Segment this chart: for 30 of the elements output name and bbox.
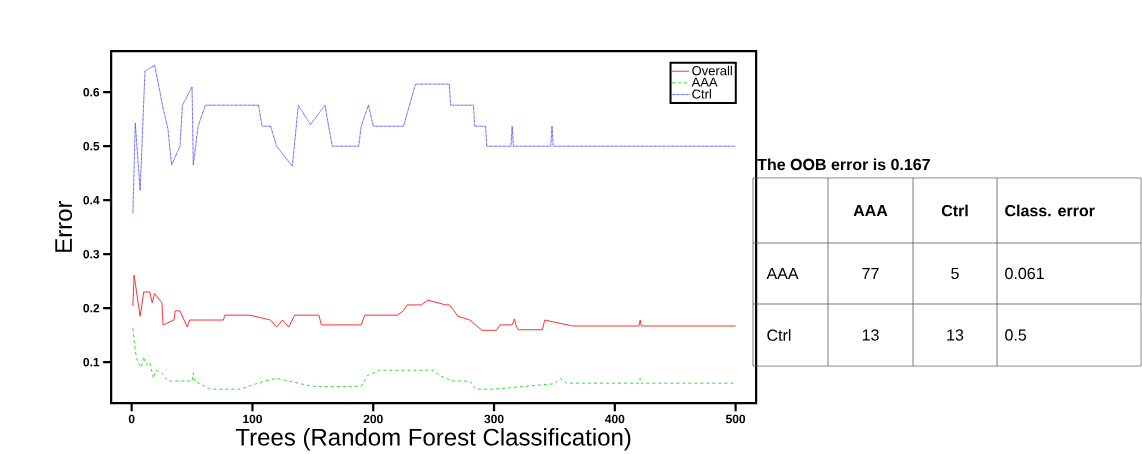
y-tick-label: 0.5	[83, 142, 100, 151]
category-label: Ctrl	[941, 204, 968, 217]
text: 13	[862, 329, 879, 341]
y-tick-label: 0.2	[83, 304, 100, 313]
x-tick-label: 100	[243, 414, 262, 424]
text: 77	[862, 268, 879, 280]
text: 13	[947, 329, 964, 341]
legend-label: Ctrl	[692, 89, 711, 99]
line-series	[132, 327, 737, 390]
category-label: Ctrl	[767, 329, 791, 341]
text: The OOB error is 0.167	[757, 158, 930, 171]
text: 0.061	[1005, 267, 1044, 280]
category-label: AAA	[853, 205, 888, 217]
legend-label: AAA	[691, 77, 718, 87]
x-tick-label: 0	[128, 414, 135, 424]
y-tick-label: 0.1	[83, 358, 100, 367]
category-label: AAA	[766, 268, 799, 280]
y-tick-label: 0.3	[83, 250, 100, 259]
x-tick-label: 400	[604, 414, 625, 424]
x-tick-label: 500	[725, 414, 746, 424]
y-tick-label: 0.6	[83, 88, 100, 97]
legend-label: Overall	[692, 65, 732, 76]
x-tick-label: 300	[484, 414, 504, 424]
y-tick-label: 0.4	[83, 196, 100, 205]
text: 0.5	[1005, 329, 1027, 341]
y-axis-title: Error	[55, 201, 73, 252]
category-label: Class. error	[1005, 204, 1095, 217]
x-axis-title: Trees (Random Forest Classification)	[235, 428, 631, 451]
x-tick-label: 200	[363, 414, 383, 424]
text: 5	[951, 268, 959, 280]
